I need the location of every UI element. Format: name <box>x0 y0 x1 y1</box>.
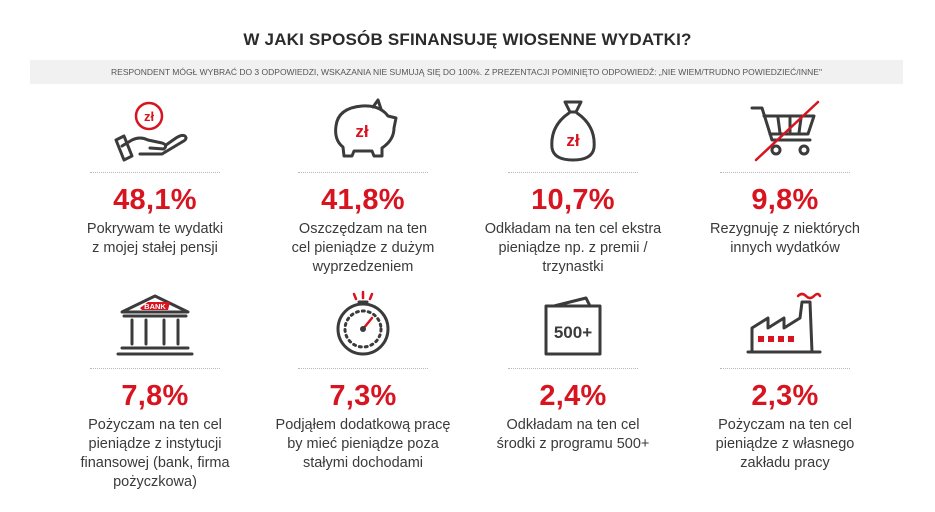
stat-card-8: 2,3% Pożyczam na ten cel pieniądze z wła… <box>680 290 890 505</box>
crossed-cart-icon <box>750 100 820 162</box>
hand-coin-icon: zł <box>114 101 188 162</box>
stat-card-4: 9,8% Rezygnuję z niektórych innych wydat… <box>680 92 890 282</box>
page-title: W JAKI SPOSÓB SFINANSUJĘ WIOSENNE WYDATK… <box>243 30 692 49</box>
stat-card-7: 500+ 2,4% Odkładam na ten cel środki z p… <box>468 290 678 505</box>
stat-value: 41,8% <box>321 184 405 216</box>
svg-text:zł: zł <box>144 109 155 124</box>
methodology-note: RESPONDENT MÓGŁ WYBRAĆ DO 3 ODPOWIEDZI, … <box>30 60 903 84</box>
stat-card-5: BANK 7,8% Pożyczam na ten cel pieniądze … <box>50 290 260 505</box>
stat-value: 10,7% <box>531 184 615 216</box>
stat-card-2: zł 41,8% Oszczędzam na ten cel pieniądze… <box>258 92 468 282</box>
piggy-bank-icon: zł <box>334 98 398 158</box>
money-bag-icon: zł <box>550 100 596 162</box>
stat-description: Podjąłem dodatkową pracę by mieć pieniąd… <box>275 417 451 471</box>
factory-icon <box>746 292 822 354</box>
stat-card-3: zł 10,7% Odkładam na ten cel ekstra pien… <box>468 92 678 282</box>
stat-value: 7,8% <box>121 380 189 412</box>
svg-text:zł: zł <box>566 131 580 150</box>
bank-building-icon: BANK <box>116 294 194 356</box>
stat-card-1: zł 48,1% Pokrywam te wydatki z mojej sta… <box>50 92 260 282</box>
stat-value: 9,8% <box>751 184 819 216</box>
stat-description: Rezygnuję z niektórych innych wydatków <box>710 221 860 256</box>
stat-value: 7,3% <box>329 380 397 412</box>
stat-description: Odkładam na ten cel środki z programu 50… <box>496 417 650 452</box>
svg-text:BANK: BANK <box>144 302 166 311</box>
svg-text:zł: zł <box>355 122 369 141</box>
stat-description: Oszczędzam na ten cel pieniądze z dużym … <box>291 221 435 275</box>
stopwatch-icon <box>336 290 390 356</box>
stat-description: Odkładam na ten cel ekstra pieniądze np.… <box>484 221 662 275</box>
stat-description: Pożyczam na ten cel pieniądze z instytuc… <box>80 417 230 490</box>
wallet-500-icon: 500+ <box>544 296 602 356</box>
stat-value: 48,1% <box>113 184 197 216</box>
stat-value: 2,4% <box>539 380 607 412</box>
stat-value: 2,3% <box>751 380 819 412</box>
stat-description: Pokrywam te wydatki z mojej stałej pensj… <box>86 221 224 256</box>
stat-card-6: 7,3% Podjąłem dodatkową pracę by mieć pi… <box>258 290 468 505</box>
stat-description: Pożyczam na ten cel pieniądze z własnego… <box>715 417 855 471</box>
svg-text:500+: 500+ <box>554 323 592 342</box>
